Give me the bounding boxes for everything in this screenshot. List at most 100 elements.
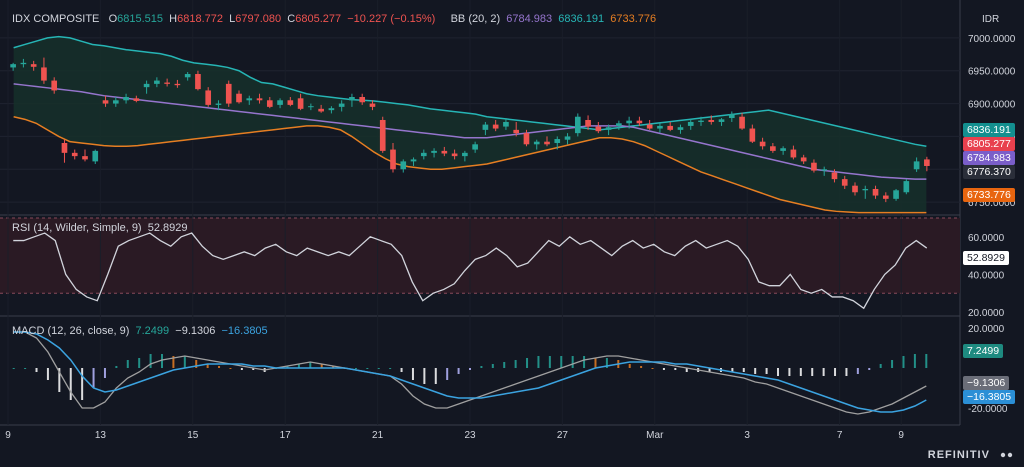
bb-upper-line bbox=[13, 35, 927, 148]
macd-header: MACD (12, 26, close, 9) 7.2499 −9.1306 −… bbox=[12, 325, 268, 337]
candle-body bbox=[780, 148, 786, 151]
candle-body bbox=[308, 106, 314, 108]
macd-hist-bar bbox=[69, 368, 72, 400]
candles bbox=[10, 57, 930, 203]
price-tick-label: 6750.0000 bbox=[968, 198, 1016, 209]
candle-body bbox=[872, 188, 879, 196]
macd-hist-bar bbox=[514, 360, 517, 368]
candle-body bbox=[739, 116, 745, 129]
candle-body bbox=[718, 119, 725, 122]
macd-hist-bar bbox=[537, 356, 540, 368]
bb-upper-value: 6836.191 bbox=[558, 13, 605, 25]
candle-body bbox=[51, 80, 58, 91]
candle-body bbox=[728, 114, 735, 119]
candle-body bbox=[349, 97, 355, 101]
macd-hist-bar bbox=[731, 368, 734, 372]
candle-body bbox=[256, 98, 263, 101]
candle-body bbox=[297, 98, 304, 109]
macd-hist-bar bbox=[457, 368, 460, 374]
price-tick-label: 7000.0000 bbox=[968, 34, 1016, 45]
rsi-tick-label: 40.0000 bbox=[968, 270, 1005, 281]
macd-hist-bar bbox=[332, 366, 335, 368]
rsi-line bbox=[13, 232, 928, 310]
macd-hist-bar bbox=[172, 356, 175, 368]
candle-body bbox=[595, 126, 602, 132]
macd-hist-bar bbox=[571, 356, 574, 368]
macd-hist-bar bbox=[161, 354, 163, 368]
time-tick-label: 15 bbox=[187, 430, 199, 441]
macd-signal-label: −16.3805 bbox=[963, 390, 1016, 404]
candle-body bbox=[513, 129, 520, 134]
brand-mark-icon bbox=[1000, 452, 1013, 458]
macd-hist-bar bbox=[469, 368, 471, 370]
time-tick-label: 3 bbox=[744, 430, 750, 441]
macd-hist-bar bbox=[46, 368, 49, 380]
candle-body bbox=[123, 97, 129, 101]
macd-hist-bar bbox=[856, 368, 859, 374]
candle-body bbox=[698, 120, 704, 122]
candle-body bbox=[687, 121, 694, 126]
macd-hist-bar bbox=[754, 368, 757, 374]
price-header: IDX COMPOSITE O6815.515 H6818.772 L6797.… bbox=[12, 13, 656, 25]
macd-tick-label: 20.0000 bbox=[968, 324, 1005, 335]
macd-hist-bar bbox=[183, 356, 186, 368]
candle-body bbox=[359, 97, 366, 103]
rsi-header-value: 52.8929 bbox=[147, 222, 188, 234]
candle-body bbox=[544, 141, 550, 145]
macd-hist-bar bbox=[400, 368, 403, 372]
macd-hist-bar bbox=[58, 368, 61, 392]
time-tick-label: 9 bbox=[5, 430, 11, 441]
macd-hist-bar bbox=[742, 368, 745, 372]
candle-body bbox=[215, 103, 222, 105]
macd-hist-bar bbox=[138, 358, 141, 368]
rsi-title: RSI (14, Wilder, Simple, 9) bbox=[12, 222, 142, 234]
macd-hist-bar bbox=[92, 368, 95, 388]
macd-hist-bar bbox=[434, 368, 437, 384]
macd-hist-bar bbox=[902, 356, 905, 368]
bb-mid-line bbox=[13, 83, 927, 180]
macd-hist-bar bbox=[811, 368, 814, 376]
candle-body bbox=[893, 190, 899, 199]
candle-body bbox=[882, 195, 889, 199]
candle-body bbox=[503, 121, 509, 127]
macd-tick-label: -20.0000 bbox=[968, 404, 1008, 415]
macd-hist-bar bbox=[286, 366, 289, 368]
rsi-tick-label: 60.0000 bbox=[968, 233, 1005, 244]
candle-body bbox=[585, 120, 591, 127]
candle-body bbox=[410, 159, 417, 162]
macd-hist-bar bbox=[548, 356, 551, 368]
candle-body bbox=[82, 156, 88, 160]
macd-hist-bar bbox=[480, 366, 483, 368]
candle-body bbox=[195, 74, 201, 90]
candle-body bbox=[482, 124, 489, 130]
candle-body bbox=[154, 80, 160, 84]
price-tick-label: 6900.0000 bbox=[968, 100, 1016, 111]
macd-hist-bar bbox=[24, 368, 27, 369]
bb-lower-value: 6733.776 bbox=[610, 13, 657, 25]
candle-body bbox=[266, 100, 273, 107]
bb-mid-value: 6784.983 bbox=[506, 13, 553, 25]
macd-title: MACD (12, 26, close, 9) bbox=[12, 325, 130, 337]
close-value: 6805.277 bbox=[295, 13, 342, 25]
candle-body bbox=[30, 64, 37, 67]
macd-hist-bar bbox=[913, 354, 916, 368]
macd-hist-bar bbox=[309, 362, 312, 368]
low-value: 6797.080 bbox=[235, 13, 282, 25]
candle-body bbox=[533, 141, 540, 145]
macd-hist-bar bbox=[662, 368, 665, 370]
price-label-other: 6776.370 bbox=[963, 165, 1015, 179]
macd-hist-bar bbox=[12, 368, 15, 369]
macd-hist-bar bbox=[868, 368, 871, 370]
macd-line-value: −9.1306 bbox=[175, 325, 216, 337]
candle-body bbox=[626, 120, 632, 124]
price-label-lower: 6733.776 bbox=[963, 188, 1015, 202]
time-tick-label: 17 bbox=[280, 430, 292, 441]
bb-lines bbox=[13, 35, 927, 214]
candle-body bbox=[790, 149, 797, 158]
price-label-mid: 6784.983 bbox=[963, 151, 1015, 165]
candle-body bbox=[903, 181, 910, 193]
candle-body bbox=[20, 62, 27, 65]
macd-hist-bar bbox=[605, 358, 608, 368]
macd-hist-bar bbox=[389, 368, 392, 369]
